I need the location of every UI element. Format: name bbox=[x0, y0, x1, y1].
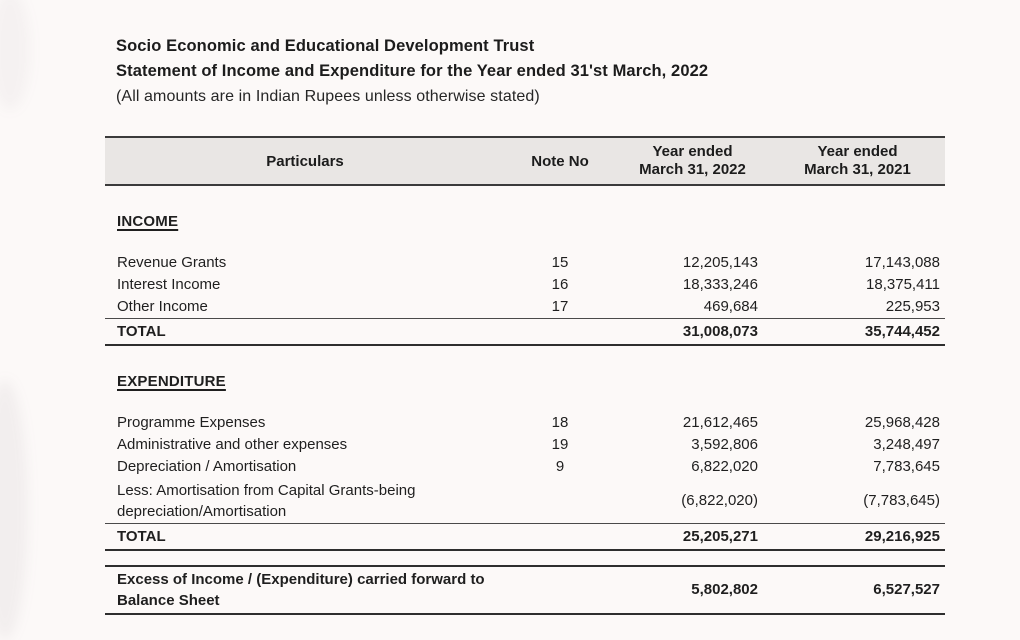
document-title: Socio Economic and Educational Developme… bbox=[116, 37, 535, 55]
row-note-no: 15 bbox=[551, 254, 569, 271]
total-value-2021: 35,744,452 bbox=[770, 318, 945, 346]
expenditure-section-heading-row: EXPENDITURE bbox=[105, 370, 945, 394]
column-header-year-2022: Year ended March 31, 2022 bbox=[615, 136, 770, 186]
date-2021-label: March 31, 2021 bbox=[804, 161, 911, 178]
table-row: Other Income 17 469,684 225,953 bbox=[105, 296, 945, 319]
income-section-heading: INCOME bbox=[117, 213, 179, 230]
row-value-2021: 25,968,428 bbox=[864, 414, 940, 431]
spacer-row bbox=[105, 345, 945, 370]
date-2022-label: March 31, 2022 bbox=[639, 161, 746, 178]
row-note-no: 19 bbox=[551, 436, 569, 453]
row-label: Less: Amortisation from Capital Grants-b… bbox=[105, 478, 505, 524]
document-subtitle: Statement of Income and Expenditure for … bbox=[116, 62, 709, 80]
excess-carried-forward-row: Excess of Income / (Expenditure) carried… bbox=[105, 565, 945, 615]
row-value-2022: 469,684 bbox=[703, 298, 758, 315]
row-value-2022: 18,333,246 bbox=[682, 276, 758, 293]
total-value-2022: 31,008,073 bbox=[615, 318, 770, 346]
row-label: Other Income bbox=[117, 298, 208, 315]
excess-label-line2: Balance Sheet bbox=[117, 592, 220, 609]
spacer-row bbox=[105, 394, 945, 412]
row-value-2021: 17,143,088 bbox=[864, 254, 940, 271]
document-header: Socio Economic and Educational Developme… bbox=[116, 34, 708, 109]
row-label: Depreciation / Amortisation bbox=[117, 458, 297, 475]
table-row: Administrative and other expenses 19 3,5… bbox=[105, 434, 945, 456]
spacer-row bbox=[105, 550, 945, 566]
row-value-2021: (7,783,645) bbox=[863, 491, 940, 509]
income-section-heading-row: INCOME bbox=[105, 210, 945, 234]
year-ended-label: Year ended bbox=[817, 143, 898, 160]
expenditure-section-heading: EXPENDITURE bbox=[117, 373, 226, 390]
table-row: Programme Expenses 18 21,612,465 25,968,… bbox=[105, 412, 945, 434]
total-note-empty bbox=[505, 523, 615, 551]
row-label-line2: depreciation/Amortisation bbox=[117, 502, 287, 520]
row-note-no: 9 bbox=[555, 458, 565, 475]
scanned-financial-statement: { "document": { "title": "Socio Economic… bbox=[0, 0, 945, 640]
row-value-2021: 18,375,411 bbox=[866, 276, 940, 293]
total-value-2022: 25,205,271 bbox=[615, 523, 770, 551]
row-note-no: 18 bbox=[551, 414, 569, 431]
row-value-2022: 3,592,806 bbox=[691, 436, 758, 453]
table-row: Interest Income 16 18,333,246 18,375,411 bbox=[105, 274, 945, 296]
row-value-2022: 12,205,143 bbox=[682, 254, 758, 271]
excess-note-empty bbox=[505, 565, 615, 615]
scan-artifact bbox=[0, 0, 30, 110]
table-row: Depreciation / Amortisation 9 6,822,020 … bbox=[105, 456, 945, 478]
table-header-row: Particulars Note No Year ended March 31,… bbox=[105, 136, 945, 186]
expenditure-total-row: TOTAL 25,205,271 29,216,925 bbox=[105, 523, 945, 551]
column-header-note-no: Note No bbox=[505, 136, 615, 186]
total-note-empty bbox=[505, 318, 615, 346]
total-label: TOTAL bbox=[105, 318, 505, 346]
excess-value-2021: 6,527,527 bbox=[770, 565, 945, 615]
row-value-2022: 6,822,020 bbox=[691, 458, 758, 475]
row-value-2021: 225,953 bbox=[885, 298, 940, 315]
excess-label-line1: Excess of Income / (Expenditure) carried… bbox=[117, 571, 485, 588]
row-label-line1: Less: Amortisation from Capital Grants-b… bbox=[117, 481, 416, 499]
row-note-empty bbox=[505, 478, 615, 524]
table-header: Particulars Note No Year ended March 31,… bbox=[105, 136, 945, 186]
excess-value-2022: 5,802,802 bbox=[615, 565, 770, 615]
row-value-2022: 21,612,465 bbox=[682, 414, 758, 431]
income-expenditure-table: Particulars Note No Year ended March 31,… bbox=[105, 136, 945, 615]
row-label: Administrative and other expenses bbox=[117, 436, 348, 453]
spacer-row bbox=[105, 234, 945, 252]
row-note-no: 17 bbox=[551, 298, 569, 315]
table-row: Revenue Grants 15 12,205,143 17,143,088 bbox=[105, 252, 945, 274]
total-label: TOTAL bbox=[105, 523, 505, 551]
currency-note: (All amounts are in Indian Rupees unless… bbox=[116, 88, 540, 105]
row-label: Programme Expenses bbox=[117, 414, 266, 431]
less-amortisation-row: Less: Amortisation from Capital Grants-b… bbox=[105, 478, 945, 524]
row-value-2021: 7,783,645 bbox=[873, 458, 940, 475]
income-total-row: TOTAL 31,008,073 35,744,452 bbox=[105, 318, 945, 346]
column-header-particulars: Particulars bbox=[105, 136, 505, 186]
row-label: Interest Income bbox=[117, 276, 221, 293]
total-value-2021: 29,216,925 bbox=[770, 523, 945, 551]
spacer-row bbox=[105, 185, 945, 210]
row-value-2021: 3,248,497 bbox=[873, 436, 940, 453]
column-header-year-2021: Year ended March 31, 2021 bbox=[770, 136, 945, 186]
row-label: Revenue Grants bbox=[117, 254, 227, 271]
scan-artifact bbox=[0, 380, 28, 640]
row-note-no: 16 bbox=[551, 276, 569, 293]
excess-label: Excess of Income / (Expenditure) carried… bbox=[105, 565, 505, 615]
year-ended-label: Year ended bbox=[652, 143, 733, 160]
row-value-2022: (6,822,020) bbox=[681, 491, 758, 509]
